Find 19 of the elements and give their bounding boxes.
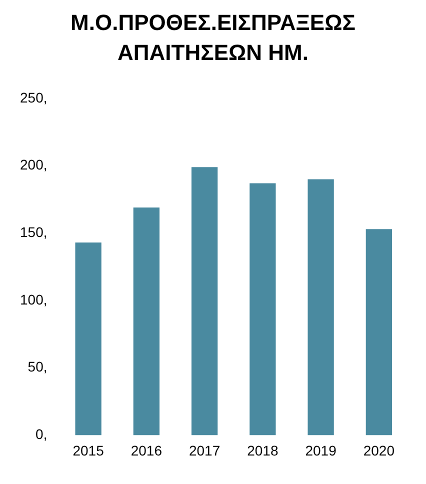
x-tick-label: 2018: [247, 442, 278, 458]
x-tick-label: 2016: [130, 442, 162, 458]
bar: [191, 167, 218, 436]
bar: [250, 183, 276, 436]
bar: [308, 179, 334, 436]
bar: [75, 242, 102, 436]
y-tick-label: 200,: [20, 156, 48, 173]
x-tick-label: 2020: [363, 442, 395, 458]
bar: [133, 208, 160, 436]
y-tick-label: 50,: [28, 358, 48, 375]
y-tick-label: 0,: [36, 426, 48, 442]
x-tick-label: 2015: [72, 442, 104, 458]
y-tick-label: 150,: [20, 224, 48, 240]
bar: [366, 229, 392, 436]
y-tick-label: 100,: [20, 291, 48, 308]
chart-title: Μ.Ο.ΠΡΟΘΕΣ.ΕΙΣΠΡΑΞΕΩΣ ΑΠΑΙΤΗΣΕΩΝ ΗΜ.: [70, 9, 356, 67]
x-tick-label: 2017: [188, 442, 220, 458]
y-tick-label: 250,: [20, 89, 48, 106]
x-tick-label: 2019: [305, 442, 337, 458]
